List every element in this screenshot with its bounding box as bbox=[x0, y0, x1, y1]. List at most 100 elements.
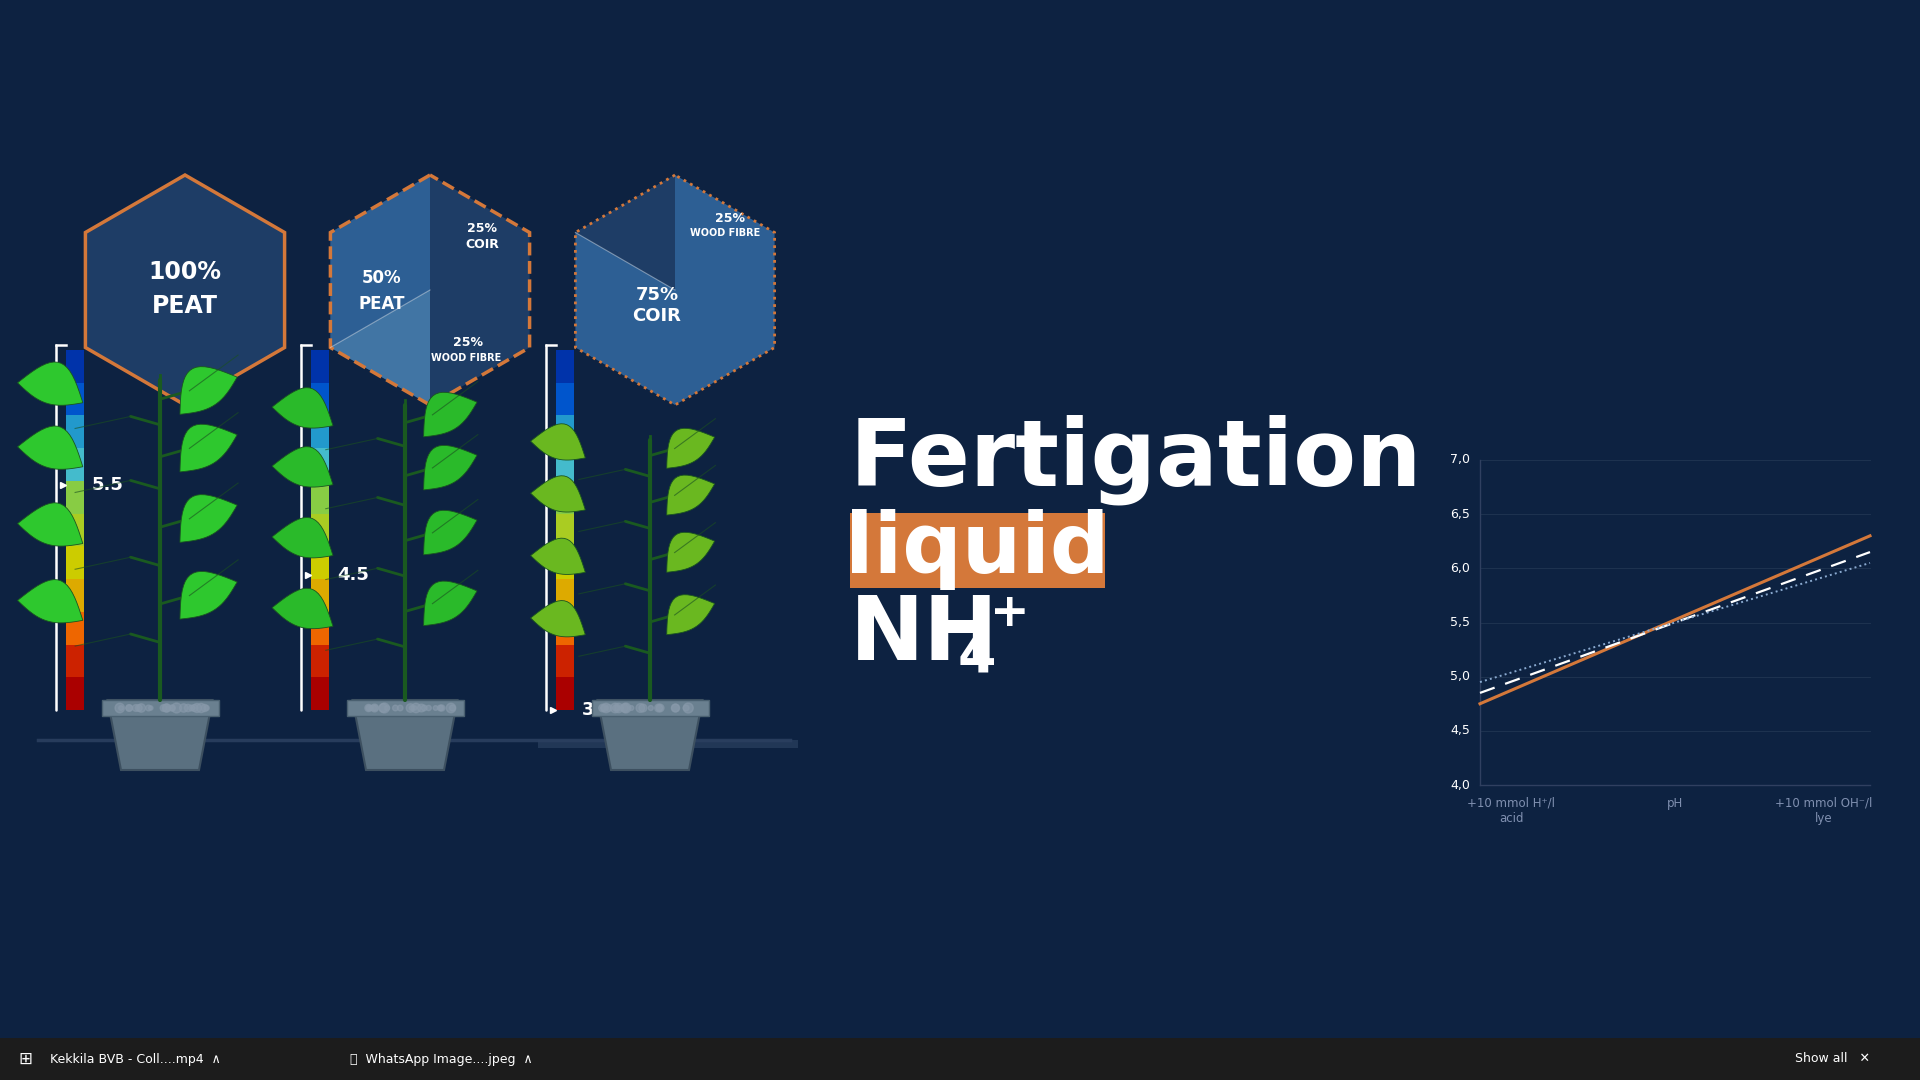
Polygon shape bbox=[330, 291, 430, 405]
Bar bbox=[591, 700, 708, 716]
Circle shape bbox=[171, 703, 182, 713]
Text: 5.5: 5.5 bbox=[92, 476, 125, 494]
Polygon shape bbox=[17, 580, 83, 623]
Text: 4.5: 4.5 bbox=[338, 566, 369, 584]
Bar bbox=[65, 546, 84, 579]
Circle shape bbox=[601, 704, 609, 712]
Circle shape bbox=[161, 704, 171, 712]
Circle shape bbox=[190, 705, 196, 711]
Text: +: + bbox=[991, 591, 1029, 635]
Circle shape bbox=[413, 706, 417, 711]
Circle shape bbox=[127, 705, 132, 711]
Bar bbox=[557, 546, 574, 579]
Circle shape bbox=[672, 704, 680, 712]
Bar bbox=[311, 645, 328, 677]
Circle shape bbox=[125, 704, 132, 712]
Circle shape bbox=[614, 703, 624, 713]
Polygon shape bbox=[108, 700, 213, 770]
Polygon shape bbox=[597, 700, 703, 770]
Bar bbox=[311, 350, 328, 382]
Text: PEAT: PEAT bbox=[152, 294, 219, 318]
Bar bbox=[311, 416, 328, 448]
Circle shape bbox=[417, 704, 426, 712]
Bar bbox=[311, 382, 328, 416]
Circle shape bbox=[397, 705, 403, 711]
Bar bbox=[0, 1038, 1920, 1080]
Text: +10 mmol H⁺/l
acid: +10 mmol H⁺/l acid bbox=[1467, 797, 1555, 825]
Polygon shape bbox=[576, 175, 676, 291]
Polygon shape bbox=[180, 495, 238, 542]
Circle shape bbox=[202, 704, 207, 712]
Text: COIR: COIR bbox=[465, 238, 499, 251]
Circle shape bbox=[438, 705, 444, 711]
Bar bbox=[311, 677, 328, 710]
Circle shape bbox=[684, 703, 693, 713]
Polygon shape bbox=[530, 476, 586, 512]
Polygon shape bbox=[180, 571, 238, 619]
Circle shape bbox=[204, 705, 209, 711]
Polygon shape bbox=[17, 426, 83, 470]
Circle shape bbox=[440, 705, 445, 711]
Circle shape bbox=[622, 704, 628, 712]
Text: COIR: COIR bbox=[632, 307, 682, 325]
Bar bbox=[65, 645, 84, 677]
Bar bbox=[311, 611, 328, 645]
Circle shape bbox=[605, 704, 612, 712]
Polygon shape bbox=[666, 475, 714, 515]
Circle shape bbox=[438, 705, 444, 711]
Bar bbox=[557, 514, 574, 546]
Polygon shape bbox=[17, 503, 83, 546]
Circle shape bbox=[684, 705, 689, 711]
Polygon shape bbox=[666, 595, 714, 635]
Bar bbox=[311, 514, 328, 546]
Circle shape bbox=[169, 705, 175, 711]
Polygon shape bbox=[17, 362, 83, 405]
Text: ⊞: ⊞ bbox=[17, 1050, 33, 1068]
Circle shape bbox=[365, 704, 372, 712]
Bar bbox=[65, 350, 84, 382]
Polygon shape bbox=[424, 511, 476, 555]
Polygon shape bbox=[84, 175, 284, 405]
Circle shape bbox=[599, 704, 607, 712]
Text: 🖼  WhatsApp Image....jpeg  ∧: 🖼 WhatsApp Image....jpeg ∧ bbox=[349, 1053, 532, 1066]
Circle shape bbox=[611, 703, 620, 713]
Circle shape bbox=[159, 704, 167, 712]
Circle shape bbox=[380, 703, 390, 713]
Circle shape bbox=[601, 705, 607, 711]
Bar bbox=[65, 416, 84, 448]
Text: pH: pH bbox=[1667, 797, 1684, 810]
Bar bbox=[557, 382, 574, 416]
Bar bbox=[557, 611, 574, 645]
Circle shape bbox=[411, 703, 420, 713]
Circle shape bbox=[148, 706, 154, 711]
Text: 6,5: 6,5 bbox=[1450, 508, 1471, 521]
Bar bbox=[346, 700, 463, 716]
Polygon shape bbox=[530, 423, 586, 460]
Text: 25%: 25% bbox=[453, 336, 484, 349]
Text: Show all   ✕: Show all ✕ bbox=[1795, 1053, 1870, 1066]
Circle shape bbox=[184, 704, 192, 712]
Bar bbox=[557, 481, 574, 514]
Circle shape bbox=[372, 705, 378, 711]
Circle shape bbox=[605, 706, 609, 711]
Text: 3.0: 3.0 bbox=[582, 701, 614, 719]
Polygon shape bbox=[273, 388, 332, 428]
Bar bbox=[851, 513, 1106, 588]
Circle shape bbox=[445, 703, 455, 713]
Polygon shape bbox=[576, 175, 774, 405]
Bar bbox=[65, 611, 84, 645]
Text: 4: 4 bbox=[958, 630, 996, 684]
Circle shape bbox=[196, 703, 205, 713]
Circle shape bbox=[188, 705, 194, 711]
Text: Kekkila BVB - Coll....mp4  ∧: Kekkila BVB - Coll....mp4 ∧ bbox=[50, 1053, 221, 1066]
Circle shape bbox=[192, 704, 198, 712]
Polygon shape bbox=[666, 429, 714, 469]
Bar bbox=[65, 382, 84, 416]
Bar bbox=[311, 481, 328, 514]
Bar bbox=[65, 579, 84, 611]
Circle shape bbox=[146, 705, 152, 711]
Polygon shape bbox=[180, 424, 238, 472]
Circle shape bbox=[614, 705, 620, 711]
Polygon shape bbox=[666, 532, 714, 572]
Bar bbox=[65, 514, 84, 546]
